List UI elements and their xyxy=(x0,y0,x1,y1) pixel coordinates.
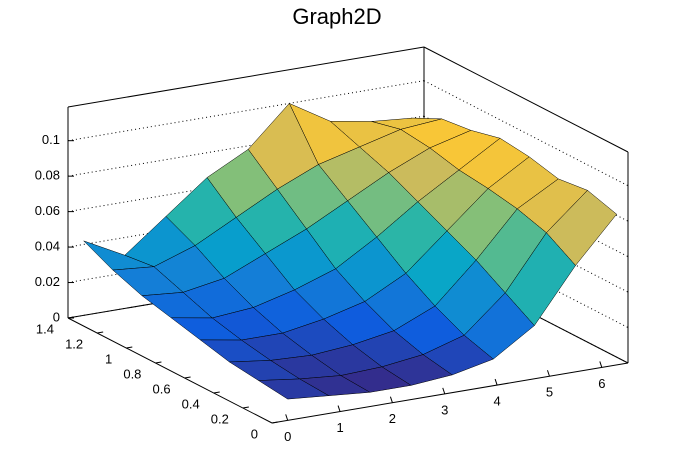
tick-mark xyxy=(285,414,289,421)
axis-line xyxy=(67,317,273,424)
tick-mark xyxy=(67,316,75,319)
tick-mark xyxy=(213,391,220,394)
tick-mark xyxy=(184,376,191,379)
x-tick-label: 6 xyxy=(598,376,605,391)
z-tick-label: 0 xyxy=(53,309,60,324)
tick-mark xyxy=(126,346,133,349)
z-tick-label: 0.02 xyxy=(35,274,60,289)
tick-mark xyxy=(337,405,341,412)
y-tick-label: 0.6 xyxy=(152,381,170,396)
x-tick-label: 0 xyxy=(284,429,291,444)
chart-title: Graph2D xyxy=(292,4,381,29)
y-tick-label: 1.2 xyxy=(65,336,83,351)
y-tick-label: 1.4 xyxy=(36,321,54,336)
y-tick-label: 0.2 xyxy=(211,411,229,426)
tick-mark xyxy=(271,421,279,424)
box-edge xyxy=(67,46,425,108)
y-tick-label: 1 xyxy=(105,351,112,366)
tick-mark xyxy=(494,378,498,386)
axis-line xyxy=(271,362,629,424)
tick-mark xyxy=(546,370,550,377)
tick-mark xyxy=(242,406,249,409)
box-edge xyxy=(423,46,629,153)
tick-mark xyxy=(442,387,446,395)
tick-mark xyxy=(599,361,603,368)
x-tick-label: 2 xyxy=(389,411,396,426)
y-tick-label: 0.4 xyxy=(182,396,200,411)
x-tick-label: 1 xyxy=(336,420,343,435)
tick-mark xyxy=(389,396,393,403)
z-tick-label: 0.08 xyxy=(35,168,60,183)
z-tick-label: 0.06 xyxy=(35,203,60,218)
tick-mark xyxy=(97,331,104,334)
z-tick-label: 0.1 xyxy=(42,132,60,147)
z-tick-label: 0.04 xyxy=(35,239,60,254)
grid-line xyxy=(67,80,425,142)
x-tick-label: 5 xyxy=(546,385,553,400)
x-tick-label: 4 xyxy=(494,393,501,408)
surface-cell xyxy=(258,378,330,400)
x-tick-label: 3 xyxy=(441,402,448,417)
tick-mark xyxy=(155,361,162,364)
y-tick-label: 0.8 xyxy=(123,366,141,381)
y-tick-label: 0 xyxy=(251,426,258,441)
